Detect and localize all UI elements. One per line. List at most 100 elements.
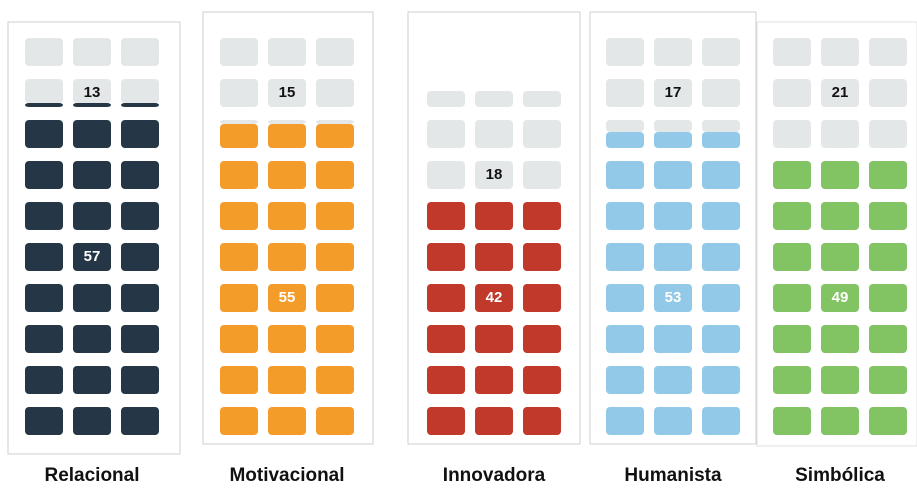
tile [121,202,159,230]
tile [821,38,859,66]
tile [25,79,63,103]
tile [523,366,561,394]
tile [316,79,354,107]
tile [773,202,811,230]
tile [702,407,740,435]
tile [220,124,258,148]
tile [821,407,859,435]
tile [773,79,811,107]
tile [654,243,692,271]
tile [606,161,644,189]
tile [523,407,561,435]
tile [73,120,111,148]
tile [268,325,306,353]
tile [220,79,258,107]
tile [821,202,859,230]
tile [121,284,159,312]
tile [316,120,354,124]
tile [606,38,644,66]
tile [427,407,465,435]
tile [606,120,644,132]
tile [523,120,561,148]
tile [427,120,465,148]
tile [523,243,561,271]
tile [316,124,354,148]
tile [523,325,561,353]
tile [475,120,513,148]
tile [121,79,159,103]
tile [821,366,859,394]
tile [773,161,811,189]
tile [773,325,811,353]
tile [475,161,513,189]
tile [475,202,513,230]
tile [475,243,513,271]
panel [7,21,181,455]
panel [589,11,757,445]
tile [25,284,63,312]
tile [316,325,354,353]
tile [702,132,740,148]
tile [427,325,465,353]
tile [475,366,513,394]
tile [821,325,859,353]
tile [475,325,513,353]
value-label: 18 [486,166,503,183]
value-label: 49 [832,289,849,306]
tile [523,161,561,189]
tile [220,202,258,230]
value-label: 57 [84,248,101,265]
tile [25,120,63,148]
tile [475,407,513,435]
tile [773,243,811,271]
value-label: 42 [486,289,503,306]
tile [654,284,692,312]
tile [523,91,561,107]
tile [702,161,740,189]
tile [654,202,692,230]
value-label: 17 [665,84,682,101]
tile [121,366,159,394]
tile [25,161,63,189]
tile [73,38,111,66]
tile [869,120,907,148]
tile [121,325,159,353]
tile [268,407,306,435]
tile [869,284,907,312]
tile [654,38,692,66]
tile [427,243,465,271]
tile [268,124,306,148]
tile [654,407,692,435]
tile [121,407,159,435]
tile [606,284,644,312]
tile [475,91,513,107]
tile [73,103,111,107]
tile [316,366,354,394]
tile [654,132,692,148]
tile [220,243,258,271]
tile [869,325,907,353]
tile [268,202,306,230]
tile [427,91,465,107]
tile [73,79,111,103]
tile [73,161,111,189]
tile [73,325,111,353]
tile [25,243,63,271]
tile [25,325,63,353]
tile [73,202,111,230]
tile [702,120,740,132]
tile [773,38,811,66]
tile [220,407,258,435]
tile [773,284,811,312]
tile [316,202,354,230]
tile [316,38,354,66]
tile [869,79,907,107]
tile [316,407,354,435]
tile [702,325,740,353]
tile [869,38,907,66]
tile [268,161,306,189]
tile [523,284,561,312]
value-label: 21 [832,84,849,101]
tile [73,284,111,312]
tile [121,161,159,189]
